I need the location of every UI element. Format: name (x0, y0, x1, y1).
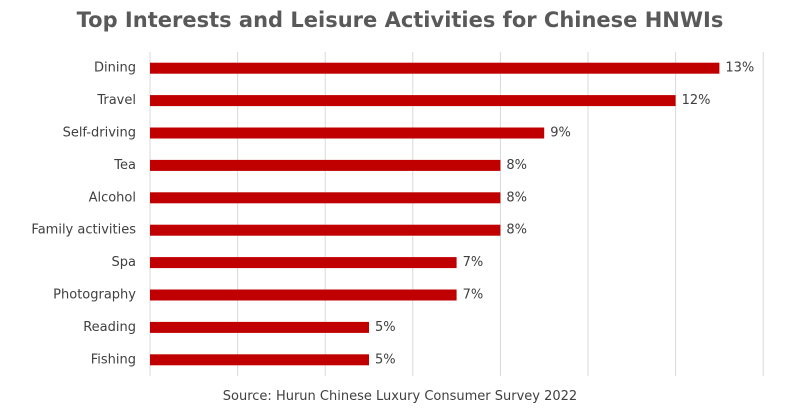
bars (150, 62, 720, 366)
category-label: Fishing (91, 352, 136, 367)
chart-source: Source: Hurun Chinese Luxury Consumer Su… (222, 389, 578, 404)
bar-family-activities (150, 224, 501, 236)
bar-dining (150, 62, 720, 74)
data-label: 5% (375, 320, 396, 335)
category-label: Photography (53, 288, 136, 303)
labels: Dining 13% Travel 12% Self-driving 9% Tea 8% Alc… (31, 61, 754, 368)
data-label: 5% (375, 352, 396, 367)
chart-title: Top Interests and Leisure Activities for… (76, 8, 724, 32)
bar-fishing (150, 354, 369, 366)
data-label: 9% (550, 126, 571, 141)
bar-self-driving (150, 127, 545, 139)
category-label: Family activities (31, 223, 136, 238)
data-label: 8% (506, 223, 527, 238)
category-label: Spa (112, 255, 136, 270)
data-label: 12% (682, 93, 711, 108)
bar-spa (150, 257, 457, 269)
bar-reading (150, 321, 369, 333)
bar-tea (150, 159, 501, 171)
bar-travel (150, 95, 676, 107)
category-label: Dining (94, 61, 136, 76)
data-label: 7% (463, 255, 484, 270)
bar-photography (150, 289, 457, 301)
category-label: Alcohol (89, 190, 136, 205)
data-label: 13% (725, 61, 754, 76)
data-label: 7% (463, 288, 484, 303)
category-label: Self-driving (63, 126, 136, 141)
category-label: Reading (83, 320, 136, 335)
data-label: 8% (506, 190, 527, 205)
category-label: Travel (96, 93, 136, 108)
data-label: 8% (506, 158, 527, 173)
category-label: Tea (113, 158, 136, 173)
bar-alcohol (150, 192, 501, 204)
